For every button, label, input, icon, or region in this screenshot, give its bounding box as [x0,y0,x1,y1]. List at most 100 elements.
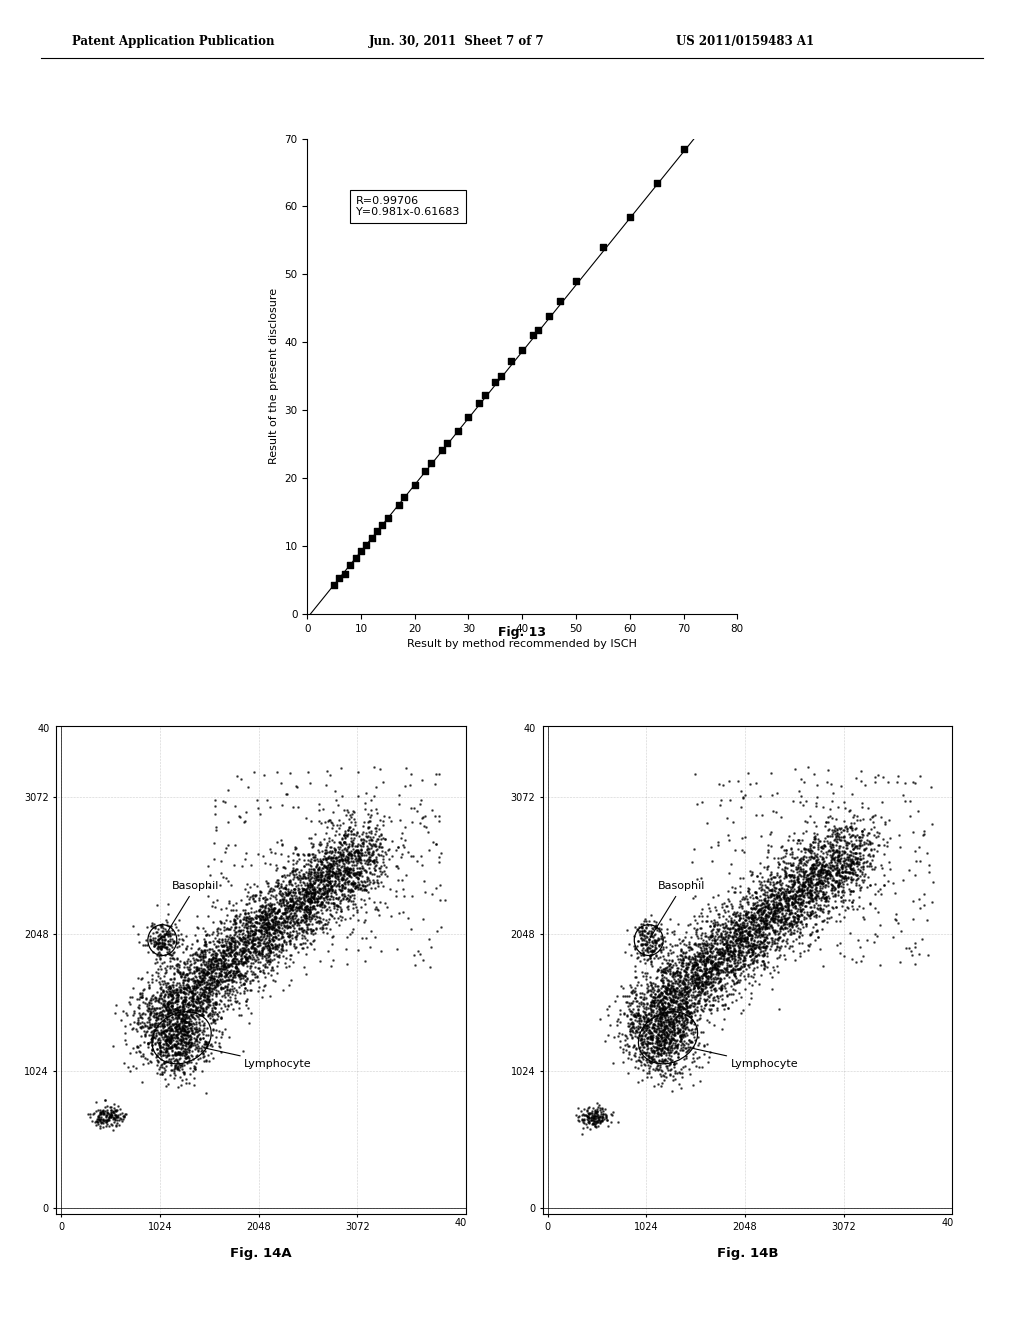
Point [324,865,340,886]
Point [145,913,162,935]
Point [175,1018,191,1039]
Point [290,908,306,929]
Point [845,845,861,866]
Point [589,1105,605,1126]
Point [712,970,728,991]
Point [828,840,845,861]
Point [376,861,392,882]
Point [147,949,164,970]
Point [195,1024,211,1045]
Point [182,1011,199,1032]
Point [706,929,722,950]
Point [415,949,431,970]
Point [842,845,858,866]
Point [223,874,240,895]
Point [179,1016,196,1038]
Point [191,970,208,991]
Point [828,871,845,892]
Point [246,939,262,960]
Point [698,937,715,958]
Point [281,870,297,891]
Point [651,917,668,939]
Point [821,836,838,857]
Point [815,899,831,920]
Point [837,907,853,928]
Point [658,1015,675,1036]
Point [350,861,367,882]
Point [176,1051,193,1072]
Point [714,969,730,990]
Point [170,1007,186,1028]
Point [758,927,774,948]
Point [302,891,318,912]
Point [178,1039,195,1060]
Point [801,863,817,884]
Point [689,793,706,814]
Point [165,931,181,952]
Point [160,1051,176,1072]
Point [915,820,932,841]
Point [204,968,220,989]
Point [819,854,836,875]
Point [842,862,858,883]
Point [208,953,224,974]
Point [324,812,340,833]
Point [298,898,314,919]
Point [180,999,197,1020]
Point [717,928,733,949]
Point [154,929,170,950]
Point [87,1111,103,1133]
Point [629,974,645,995]
Point [654,1027,671,1048]
Point [208,936,224,957]
Point [189,990,206,1011]
Point [850,847,866,869]
Point [300,898,316,919]
Point [781,887,798,908]
Point [94,1100,111,1121]
Point [161,1030,177,1051]
Point [213,978,229,999]
Point [237,946,253,968]
Point [257,903,273,924]
Point [226,962,243,983]
Point [295,878,311,899]
Point [325,949,341,970]
Point [270,899,287,920]
Point [150,962,166,983]
Point [438,432,455,453]
Point [224,939,241,960]
Point [242,876,258,898]
Point [734,925,751,946]
Point [313,896,330,917]
Point [214,1022,230,1043]
Point [164,1027,180,1048]
Point [641,911,657,932]
Point [162,977,178,998]
Point [268,921,285,942]
Point [776,890,793,911]
Point [294,899,310,920]
Point [199,989,215,1010]
Point [174,933,190,954]
Point [333,879,349,900]
Point [276,909,293,931]
Point [673,998,689,1019]
Point [685,1048,701,1069]
Point [174,1012,190,1034]
Point [642,1028,658,1049]
Point [194,978,210,999]
Point [187,1016,204,1038]
Point [116,1106,132,1127]
Point [151,1035,167,1056]
Point [691,944,708,965]
Point [766,911,782,932]
Point [639,923,655,944]
Point [197,964,213,985]
Point [698,935,715,956]
Point [193,945,209,966]
Point [640,928,656,949]
Point [233,941,250,962]
Point [237,924,253,945]
Point [173,1074,189,1096]
